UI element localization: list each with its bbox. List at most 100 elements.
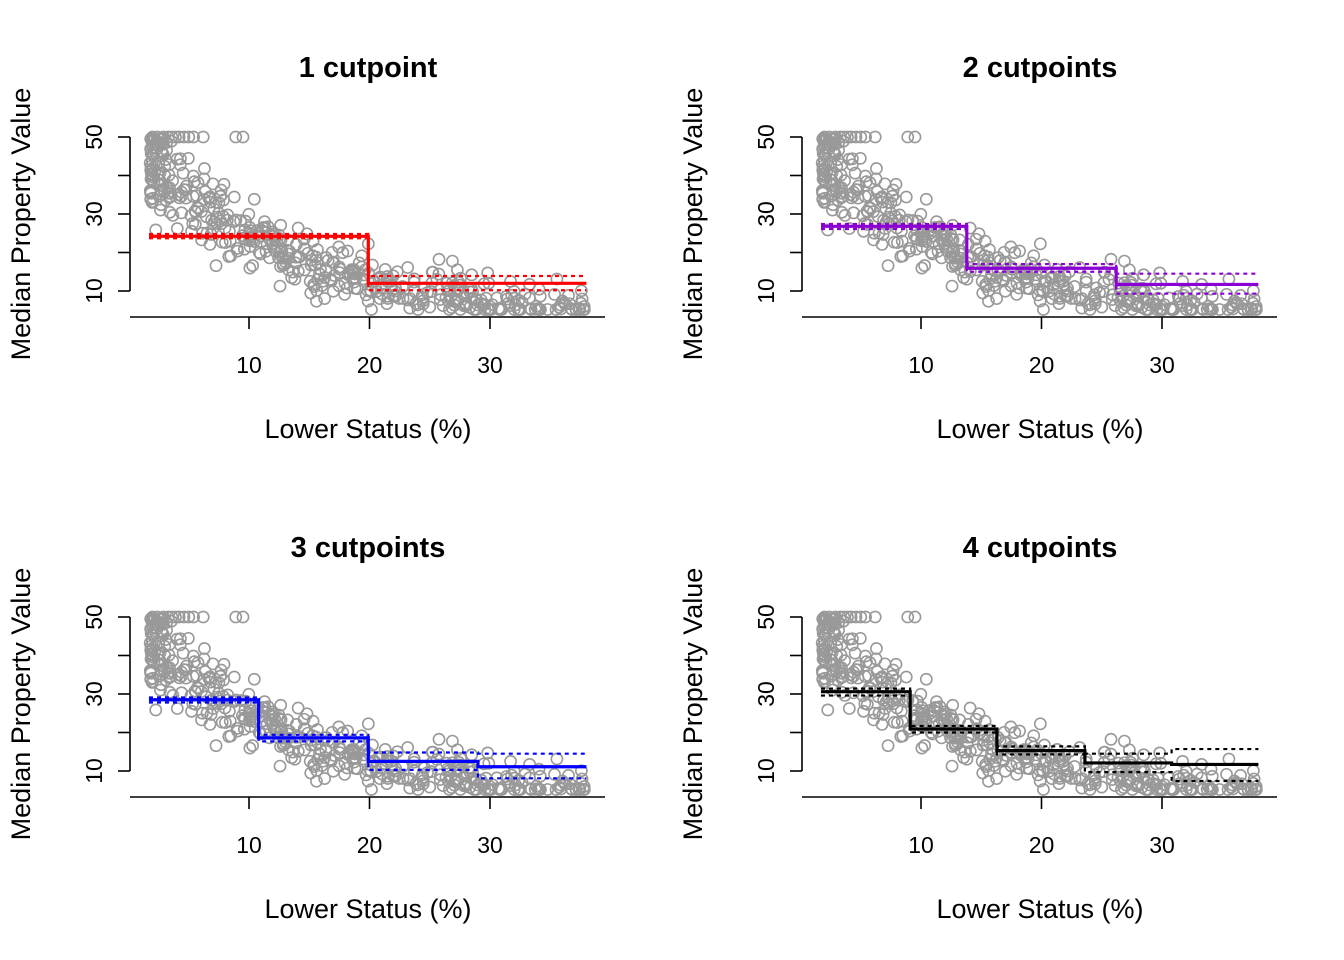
- data-point: [878, 657, 892, 671]
- data-point: [963, 221, 977, 235]
- data-point: [958, 745, 972, 759]
- step-fit-line: [148, 698, 587, 769]
- data-point: [854, 610, 868, 624]
- data-point: [523, 291, 536, 305]
- data-point: [401, 773, 415, 787]
- data-point: [433, 293, 447, 307]
- data-point: [990, 772, 1004, 785]
- x-tick-label: 10: [908, 832, 934, 858]
- data-point: [148, 132, 162, 146]
- data-point: [541, 783, 554, 796]
- data-point: [1118, 734, 1131, 748]
- data-point: [454, 751, 467, 765]
- data-point: [304, 766, 318, 780]
- data-point: [144, 159, 158, 173]
- data-point: [1165, 783, 1178, 796]
- data-point: [365, 303, 378, 316]
- data-point: [868, 610, 882, 624]
- data-point: [203, 238, 217, 251]
- tick-labels: 10 20 30 10 30 50: [81, 124, 503, 378]
- data-point: [575, 772, 589, 786]
- data-point: [1073, 773, 1087, 787]
- data-point: [889, 657, 903, 671]
- data-point: [982, 284, 996, 297]
- x-tick-label: 30: [477, 832, 503, 858]
- data-point: [365, 783, 378, 796]
- data-point: [310, 764, 324, 777]
- data-point: [246, 739, 260, 752]
- data-point: [430, 752, 444, 766]
- data-point: [863, 176, 877, 190]
- data-point: [196, 130, 210, 144]
- data-point: [820, 612, 834, 626]
- data-point: [252, 245, 266, 259]
- data-point: [274, 218, 288, 232]
- data-point: [1179, 291, 1193, 305]
- y-axis-label: Median Property Value: [678, 568, 708, 841]
- x-tick-label: 30: [1149, 832, 1175, 858]
- data-point: [169, 610, 182, 624]
- data-point: [1236, 782, 1250, 796]
- x-tick-label: 20: [357, 832, 383, 858]
- data-point: [924, 245, 938, 259]
- x-tick-label: 10: [236, 832, 262, 858]
- data-point: [175, 206, 188, 220]
- data-point: [446, 734, 459, 748]
- data-point: [979, 278, 993, 291]
- data-point: [901, 130, 915, 144]
- data-point: [170, 702, 184, 715]
- data-point: [963, 264, 977, 278]
- data-point: [326, 764, 340, 778]
- data-point: [998, 284, 1012, 298]
- data-point: [157, 183, 171, 197]
- data-point: [401, 261, 415, 274]
- data-point: [1137, 748, 1151, 762]
- data-point: [179, 183, 192, 197]
- data-point: [273, 759, 287, 773]
- data-point: [306, 714, 320, 728]
- data-point: [899, 670, 913, 684]
- data-point: [550, 752, 564, 766]
- data-point: [1172, 772, 1186, 786]
- data-point: [976, 286, 990, 300]
- data-point: [144, 639, 158, 653]
- data-point: [512, 303, 526, 316]
- data-point: [298, 263, 311, 277]
- panel-title: 2 cutpoints: [963, 52, 1118, 84]
- data-point: [868, 706, 881, 720]
- data-point: [982, 764, 996, 777]
- data-point: [842, 702, 856, 715]
- x-tick-label: 30: [1149, 352, 1175, 378]
- data-point: [846, 632, 859, 646]
- data-point: [548, 767, 561, 781]
- data-point: [826, 203, 839, 217]
- data-point: [291, 264, 305, 278]
- data-point: [562, 769, 575, 782]
- axes: [118, 136, 605, 329]
- data-point: [470, 773, 484, 787]
- data-point: [310, 284, 324, 297]
- data-point: [1151, 771, 1165, 785]
- data-point: [278, 255, 292, 269]
- data-point: [816, 159, 830, 173]
- data-point: [875, 238, 889, 251]
- data-point: [1037, 783, 1050, 796]
- data-point: [1098, 745, 1112, 759]
- data-point: [841, 130, 854, 144]
- data-point: [854, 130, 868, 144]
- data-point: [1079, 764, 1093, 778]
- data-point: [816, 172, 830, 186]
- data-point: [258, 215, 271, 229]
- data-point: [217, 657, 231, 671]
- data-point: [172, 130, 186, 144]
- data-point: [470, 293, 484, 307]
- data-point: [243, 261, 257, 275]
- fit-lines: [148, 696, 587, 780]
- data-point: [569, 783, 583, 796]
- data-point: [998, 764, 1012, 778]
- data-point: [930, 695, 943, 709]
- data-point: [227, 190, 241, 204]
- data-point: [915, 240, 929, 253]
- data-point: [914, 207, 928, 221]
